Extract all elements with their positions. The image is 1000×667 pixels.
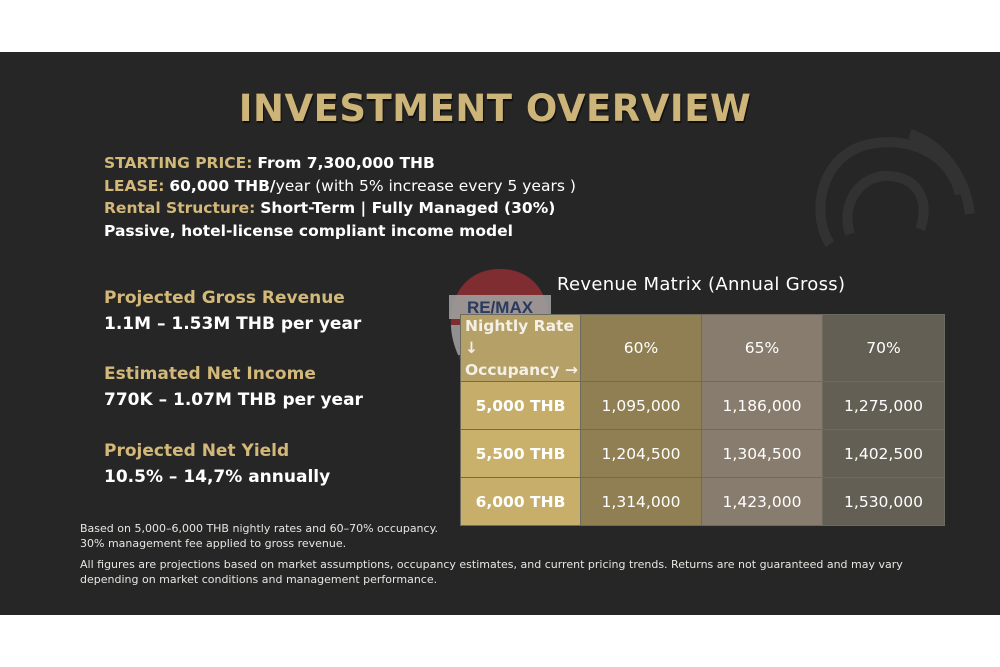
passive-income-line: Passive, hotel-license compliant income … <box>104 221 513 240</box>
column-header: 70% <box>822 314 945 382</box>
table-row: 5,500 THB 1,204,500 1,304,500 1,402,500 <box>460 429 945 478</box>
metric-net-income: Estimated Net Income 770K – 1.07M THB pe… <box>104 364 363 410</box>
page-title: INVESTMENT OVERVIEW <box>238 87 752 130</box>
remax-logo-text: RE/MAX <box>467 298 534 317</box>
starting-price-label: STARTING PRICE: <box>104 154 253 172</box>
rental-structure-value: Short-Term | Fully Managed (30%) <box>260 199 556 217</box>
column-header: 60% <box>580 314 702 382</box>
metric-label: Projected Gross Revenue <box>104 288 345 308</box>
metric-value: 770K – 1.07M THB per year <box>104 390 363 410</box>
investment-slide: INVESTMENT OVERVIEW STARTING PRICE: From… <box>0 52 1000 615</box>
table-cell: 1,204,500 <box>580 429 702 478</box>
table-cell: 1,304,500 <box>701 429 823 478</box>
starting-price-line: STARTING PRICE: From 7,300,000 THB <box>104 152 576 175</box>
table-cell: 1,095,000 <box>580 381 702 430</box>
table-cell: 1,275,000 <box>822 381 945 430</box>
column-header: 65% <box>701 314 823 382</box>
metric-gross-revenue: Projected Gross Revenue 1.1M – 1.53M THB… <box>104 288 361 334</box>
table-row: 6,000 THB 1,314,000 1,423,000 1,530,000 <box>460 477 945 526</box>
rental-structure-label: Rental Structure: <box>104 199 256 217</box>
table-cell: 1,186,000 <box>701 381 823 430</box>
starting-price-value: From 7,300,000 THB <box>257 154 435 172</box>
table-cell: 1,530,000 <box>822 477 945 526</box>
matrix-header-row: Nightly Rate ↓ Occupancy → 60% 65% 70% <box>460 314 945 382</box>
metric-label: Projected Net Yield <box>104 441 290 461</box>
decorative-watermark-icon <box>815 129 975 247</box>
table-cell: 1,314,000 <box>580 477 702 526</box>
investment-info: STARTING PRICE: From 7,300,000 THB LEASE… <box>104 152 576 242</box>
metric-net-yield: Projected Net Yield 10.5% – 14,7% annual… <box>104 441 330 487</box>
row-header: 5,000 THB <box>460 381 581 430</box>
metric-value: 10.5% – 14,7% annually <box>104 467 331 487</box>
lease-suffix: year (with 5% increase every 5 years ) <box>275 176 576 195</box>
disclaimer-line: All figures are projections based on mar… <box>80 558 903 571</box>
lease-label: LEASE: <box>104 176 165 195</box>
occupancy-label: Occupancy → <box>465 361 578 379</box>
revenue-matrix-table: Nightly Rate ↓ Occupancy → 60% 65% 70% 5… <box>460 314 945 526</box>
table-cell: 1,423,000 <box>701 477 823 526</box>
row-header: 5,500 THB <box>460 429 581 478</box>
disclaimer-line: depending on market conditions and manag… <box>80 573 438 586</box>
table-cell: 1,402,500 <box>822 429 945 478</box>
matrix-corner-cell: Nightly Rate ↓ Occupancy → <box>460 314 581 382</box>
table-row: 5,000 THB 1,095,000 1,186,000 1,275,000 <box>460 381 945 430</box>
footnote-line: 30% management fee applied to gross reve… <box>80 537 347 550</box>
lease-value: 60,000 THB/ <box>169 176 276 195</box>
lease-line: LEASE: 60,000 THB/year (with 5% increase… <box>104 175 576 198</box>
row-header: 6,000 THB <box>460 477 581 526</box>
nightly-rate-label: Nightly Rate ↓ <box>465 317 574 357</box>
footnote-line: Based on 5,000–6,000 THB nightly rates a… <box>80 522 439 535</box>
metric-value: 1.1M – 1.53M THB per year <box>104 314 362 334</box>
footnotes: Based on 5,000–6,000 THB nightly rates a… <box>80 521 903 587</box>
metric-label: Estimated Net Income <box>104 364 316 384</box>
rental-structure-line: Rental Structure: Short-Term | Fully Man… <box>104 197 576 220</box>
matrix-title: Revenue Matrix (Annual Gross) <box>557 274 846 295</box>
